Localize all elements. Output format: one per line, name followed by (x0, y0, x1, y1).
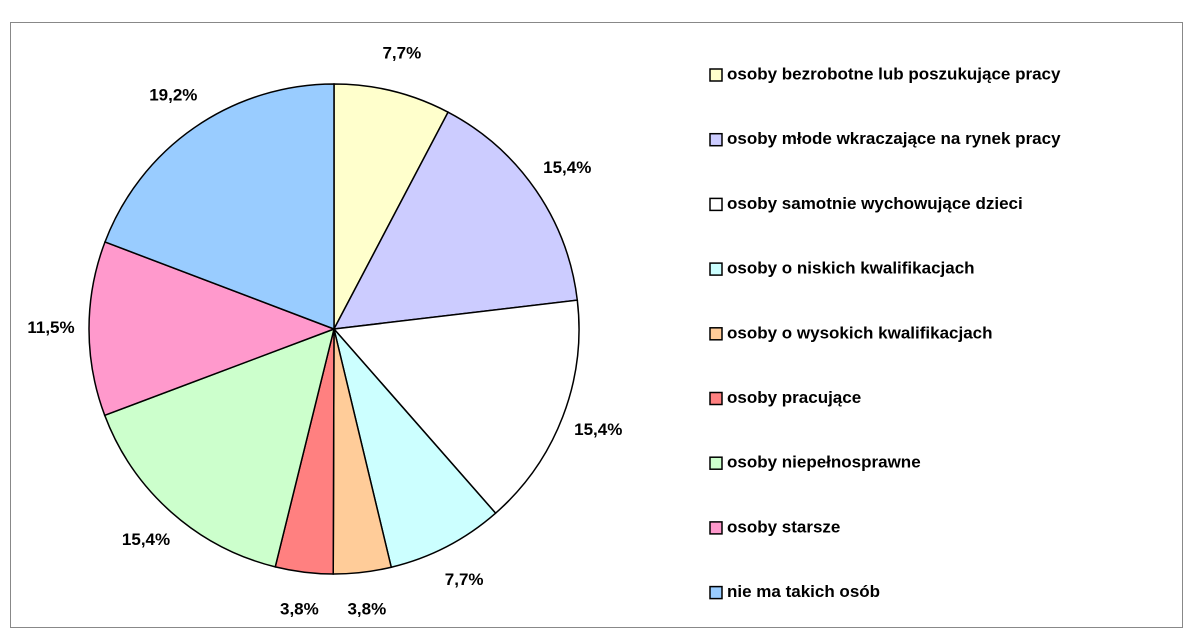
pie-slice (88, 240, 337, 417)
pie-slice (332, 299, 580, 515)
data-label: 7,7% (445, 570, 484, 589)
pie-slice (103, 327, 336, 568)
legend-label: osoby samotnie wychowujące dzieci (727, 194, 1023, 213)
legend-swatch (709, 456, 723, 470)
legend-swatch (709, 68, 723, 82)
data-label: 19,2% (149, 86, 197, 105)
legend-label: nie ma takich osób (727, 582, 880, 601)
legend-swatch (709, 391, 723, 406)
pie-slice (333, 328, 497, 569)
data-label: 15,4% (543, 158, 591, 177)
data-label: 11,5% (27, 318, 74, 337)
legend-label: osoby o wysokich kwalifikacjach (727, 323, 993, 342)
legend-label: osoby bezrobotne lub poszukujące pracy (727, 64, 1061, 83)
pie-slice (332, 111, 579, 330)
legend-swatch (709, 327, 723, 341)
data-label: 3,8% (347, 600, 386, 619)
pie-slice (333, 83, 450, 330)
legend-swatch (709, 132, 723, 147)
legend-label: osoby o niskich kwalifikacjach (727, 259, 975, 278)
pie-slice (104, 83, 335, 331)
data-label: 3,8% (280, 599, 319, 618)
data-label: 15,4% (574, 420, 622, 439)
legend-label: osoby niepełnosprawne (727, 453, 921, 472)
legend-label: osoby pracujące (727, 388, 861, 407)
data-label: 15,4% (122, 530, 170, 549)
legend-label: osoby starsze (727, 517, 840, 536)
data-label: 7,7% (382, 44, 421, 63)
legend-swatch (709, 197, 723, 212)
legend-swatch (709, 262, 723, 276)
legend-swatch (709, 585, 723, 600)
legend-label: osoby młode wkraczające na rynek pracy (727, 129, 1061, 148)
legend-swatch (709, 521, 723, 535)
